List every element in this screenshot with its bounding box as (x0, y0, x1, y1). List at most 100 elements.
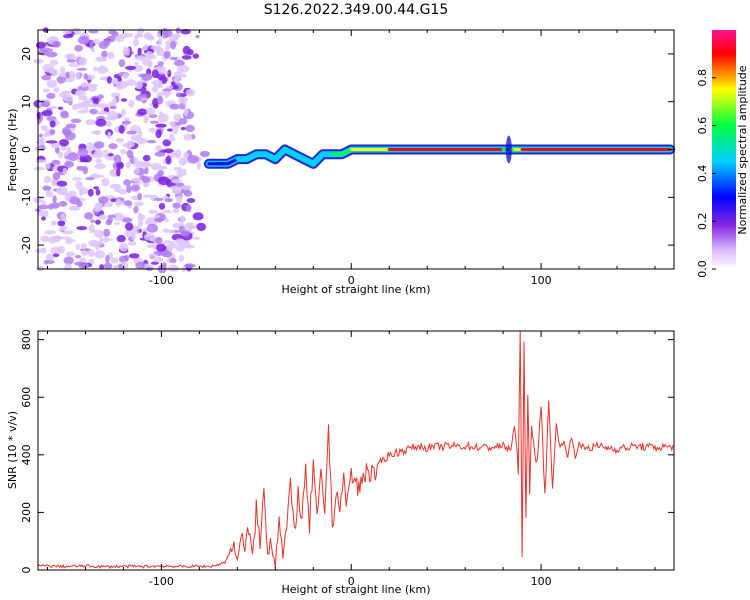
noise-speckle (94, 250, 106, 259)
noise-speckle (90, 48, 96, 53)
noise-speckle (137, 212, 143, 221)
noise-speckle (173, 113, 182, 121)
noise-speckle (137, 192, 143, 201)
noise-speckle (128, 253, 140, 259)
noise-speckle (192, 53, 200, 59)
noise-speckle (44, 230, 57, 235)
noise-speckle (146, 223, 159, 233)
noise-speckle (113, 154, 122, 164)
noise-speckle (45, 140, 58, 144)
y-tick-label: 20 (20, 47, 33, 61)
noise-speckle (155, 123, 167, 128)
noise-speckle (38, 133, 43, 138)
noise-speckle (124, 222, 134, 231)
noise-speckle (184, 244, 195, 249)
noise-speckle (51, 40, 61, 48)
noise-speckle (138, 73, 148, 78)
noise-speckle (140, 97, 148, 101)
noise-speckle (77, 148, 89, 157)
noise-speckle (162, 139, 172, 147)
noise-speckle (118, 125, 125, 134)
noise-speckle (107, 110, 119, 120)
noise-speckle (133, 157, 138, 162)
noise-speckle (116, 234, 126, 243)
y-tick-label: -10 (20, 188, 33, 206)
noise-speckle (87, 103, 99, 108)
noise-speckle (121, 108, 126, 117)
noise-speckle (78, 188, 84, 196)
noise-speckle (107, 51, 115, 60)
y-tick-label: 400 (20, 444, 33, 465)
noise-speckle (80, 82, 88, 88)
noise-speckle (95, 241, 103, 246)
noise-speckle (176, 169, 187, 177)
noise-speckle (46, 79, 57, 88)
colorbar-label: Normalized spectral amplitude (736, 65, 749, 234)
noise-speckle (137, 47, 142, 56)
noise-speckle (187, 49, 194, 56)
noise-speckle (126, 184, 132, 194)
noise-speckle (154, 66, 166, 72)
noise-speckle (89, 108, 98, 115)
noise-speckle (181, 55, 192, 60)
noise-speckle (148, 127, 156, 133)
noise-speckle (127, 241, 137, 247)
signal-trace-segment (292, 152, 306, 161)
noise-speckle (33, 166, 46, 171)
noise-speckle (89, 40, 94, 50)
noise-speckle (173, 78, 181, 83)
noise-speckle (40, 235, 50, 242)
noise-speckle (167, 85, 174, 90)
noise-speckle (137, 219, 144, 227)
noise-speckle (52, 253, 60, 258)
noise-speckle (113, 222, 121, 225)
noise-speckle (109, 105, 117, 110)
noise-speckle (41, 48, 54, 52)
noise-speckle (169, 240, 175, 245)
noise-speckle (62, 167, 68, 176)
noise-speckle (101, 50, 108, 58)
noise-speckle (110, 198, 117, 203)
noise-speckle (120, 98, 128, 102)
noise-speckle (41, 74, 52, 81)
noise-speckle (61, 90, 71, 95)
noise-speckle (53, 87, 60, 93)
noise-speckle (148, 253, 158, 258)
noise-speckle (44, 210, 49, 218)
noise-speckle (185, 88, 196, 97)
x-tick-label: 100 (531, 274, 552, 287)
noise-speckle (41, 247, 47, 254)
noise-speckle (141, 176, 151, 184)
noise-speckle (126, 130, 137, 135)
x-tick-label: 0 (348, 274, 355, 287)
signal-trace-segment (311, 152, 325, 166)
noise-speckle (98, 65, 106, 71)
noise-speckle (147, 61, 152, 69)
spectrogram-noise-speckles (33, 27, 210, 274)
noise-speckle (112, 97, 117, 105)
noise-speckle (45, 190, 54, 198)
noise-speckle (70, 118, 82, 124)
noise-speckle (168, 137, 176, 142)
noise-speckle (42, 185, 52, 191)
noise-speckle (98, 196, 109, 204)
noise-speckle (197, 161, 201, 170)
noise-speckle (60, 213, 66, 220)
noise-speckle (179, 254, 184, 262)
signal-trace-segment (340, 148, 353, 156)
noise-speckle (95, 219, 101, 225)
noise-speckle (143, 115, 149, 124)
noise-speckle (44, 162, 51, 170)
colorbar-tick-label: 0.2 (696, 212, 709, 230)
noise-speckle (66, 59, 77, 63)
noise-speckle (142, 194, 152, 198)
noise-speckle (176, 92, 181, 97)
noise-speckle (64, 161, 74, 168)
noise-speckle (68, 205, 81, 211)
noise-speckle (186, 198, 196, 203)
y-tick-label: 800 (20, 329, 33, 350)
colorbar-tick-label: 0.4 (696, 165, 709, 183)
noise-speckle (169, 103, 181, 110)
noise-speckle (196, 222, 206, 232)
